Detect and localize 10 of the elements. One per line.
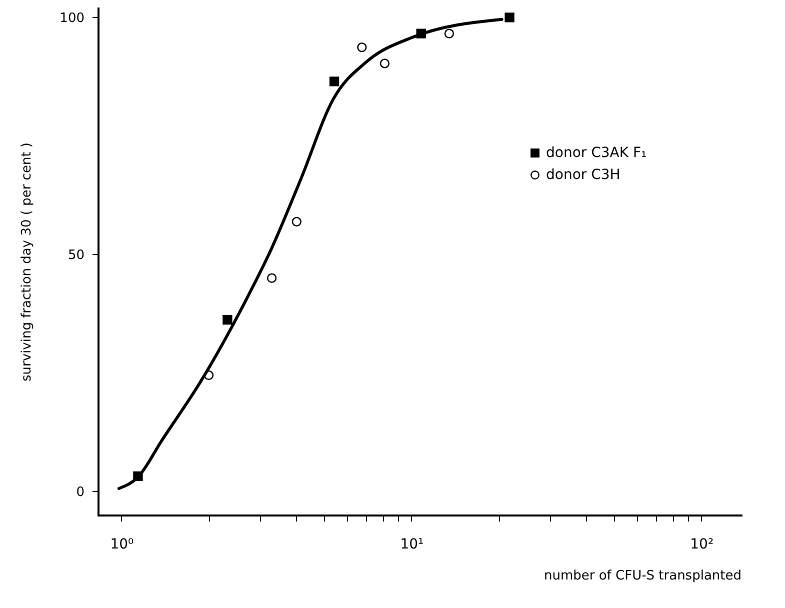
x-tick-label: 10⁰ [110,536,134,552]
legend-label: donor C3AK F₁ [546,145,647,161]
legend-label: donor C3H [546,167,620,183]
y-tick-label: 100 [60,10,84,26]
x-tick-label: 10² [690,536,714,552]
x-tick-label: 10¹ [400,536,424,552]
y-tick-label: 0 [76,484,84,500]
y-tick-label: 50 [68,248,84,263]
y-axis-title: surviving fraction day 30 ( per cent ) [20,142,35,382]
x-axis-title: number of CFU-S transplanted [544,568,742,584]
